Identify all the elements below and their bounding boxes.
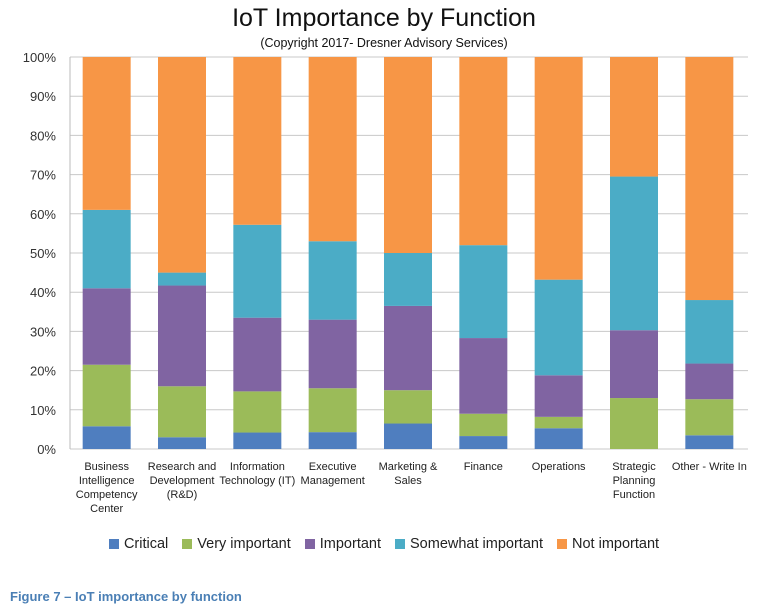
bar-segment-important <box>685 363 734 400</box>
bar-segment-very-important <box>610 398 658 449</box>
legend-label: Very important <box>197 536 291 552</box>
bar-segment-somewhat-important <box>384 253 432 306</box>
bar-segment-critical <box>233 432 282 449</box>
bar-segment-important <box>534 375 583 417</box>
legend: Critical Very important Important Somewhat … <box>0 536 768 552</box>
bar-segment-important <box>158 285 206 387</box>
legend-swatch <box>108 539 119 549</box>
y-tick-label: 10% <box>30 403 56 418</box>
bar-segment-not-important <box>233 57 282 225</box>
y-tick-label: 90% <box>30 89 56 104</box>
bar-segment-important <box>610 330 658 399</box>
y-tick-label: 40% <box>30 285 56 300</box>
x-tick-label: Research and Development (R&D) <box>147 461 217 501</box>
bar-segment-very-important <box>82 364 131 427</box>
y-tick-label: 50% <box>30 246 56 261</box>
bar-segment-somewhat-important <box>82 209 131 289</box>
bar-segment-critical <box>534 428 583 449</box>
chart-subtitle: (Copyright 2017- Dresner Advisory Servic… <box>260 36 508 50</box>
y-tick-label: 80% <box>30 128 56 143</box>
legend-item: Somewhat important <box>395 536 543 552</box>
bar-segment-critical <box>459 436 508 449</box>
bar-segment-very-important <box>384 390 432 424</box>
bar-segment-not-important <box>610 57 658 177</box>
legend-label: Somewhat important <box>410 536 543 552</box>
legend-item: Not important <box>557 536 659 552</box>
y-tick-label: 70% <box>30 168 56 183</box>
legend-label: Not important <box>572 536 660 552</box>
x-tick-label: Business Intelligence Competency Center <box>75 461 138 515</box>
legend-swatch <box>304 539 315 549</box>
bar-segment-important <box>233 317 282 392</box>
bar-segment-somewhat-important <box>233 224 282 318</box>
bar-segment-not-important <box>158 57 206 273</box>
x-tick-label: Other - Write In <box>671 461 747 473</box>
chart-title: IoT Importance by Function <box>232 4 536 32</box>
x-tick-label: Marketing & Sales <box>378 461 438 487</box>
bar-segment-critical <box>308 432 357 449</box>
bar-segment-not-important <box>384 57 432 253</box>
bar-segment-not-important <box>82 57 131 210</box>
bar-segment-important <box>384 305 432 391</box>
y-tick-label: 100% <box>23 50 57 65</box>
legend-label: Critical <box>123 536 169 552</box>
x-tick-label: Finance <box>463 461 503 473</box>
bar-segment-not-important <box>534 57 583 280</box>
legend-swatch <box>182 539 193 549</box>
bar-segment-somewhat-important <box>158 272 206 286</box>
bar-segment-important <box>82 288 131 365</box>
bar-segment-very-important <box>308 388 357 433</box>
x-tick-label: Strategic Planning Function <box>612 461 656 501</box>
y-tick-label: 20% <box>30 364 56 379</box>
bar-segment-somewhat-important <box>459 245 508 339</box>
legend-label: Important <box>319 536 382 552</box>
bar-segment-very-important <box>685 399 734 436</box>
y-tick-label: 60% <box>30 207 56 222</box>
bar-segment-somewhat-important <box>685 300 734 364</box>
bar-segment-very-important <box>158 386 206 438</box>
bar-segment-not-important <box>685 57 734 301</box>
y-tick-label: 30% <box>30 324 56 339</box>
bar-segment-critical <box>384 423 432 449</box>
bar-segment-very-important <box>534 416 583 429</box>
y-tick-label: 0% <box>37 442 56 457</box>
x-tick-label: Information Technology (IT) <box>219 461 296 487</box>
legend-item: Very important <box>182 536 291 552</box>
bar-segment-somewhat-important <box>308 241 357 320</box>
figure-caption: Figure 7 – IoT importance by function <box>10 589 242 604</box>
bar-segment-somewhat-important <box>534 279 583 376</box>
legend-swatch <box>395 539 406 549</box>
legend-item: Important <box>304 536 382 552</box>
legend-item: Critical <box>108 536 169 552</box>
bar-segment-very-important <box>233 391 282 433</box>
x-tick-label: Executive Management <box>300 461 365 487</box>
bar-segment-important <box>459 338 508 414</box>
bar-segment-critical <box>685 435 734 449</box>
bar-segment-somewhat-important <box>610 176 658 331</box>
bar-segment-very-important <box>459 413 508 437</box>
legend-swatch <box>557 539 567 549</box>
bar-segment-important <box>308 319 357 389</box>
bar-segment-critical <box>82 426 131 449</box>
bar-segment-not-important <box>459 57 508 246</box>
bar-segment-critical <box>158 437 206 449</box>
x-tick-label: Operations <box>531 461 586 473</box>
bar-segment-not-important <box>308 57 357 242</box>
